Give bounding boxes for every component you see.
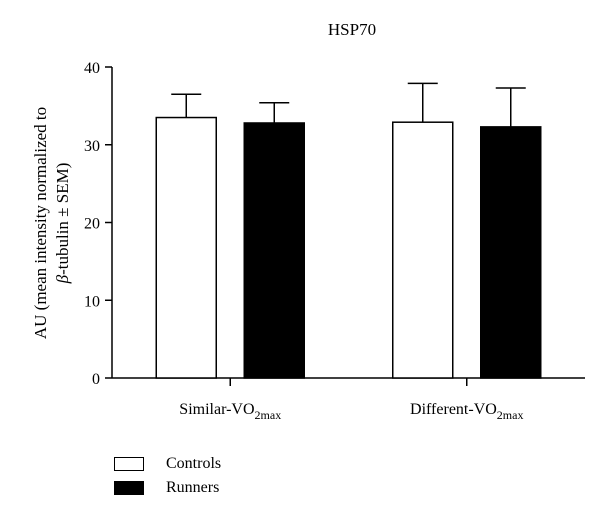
- legend-label-controls: Controls: [166, 455, 222, 472]
- legend-item-controls: Controls: [114, 452, 221, 476]
- chart-title: HSP70: [328, 20, 376, 39]
- bar-controls: [392, 121, 454, 379]
- y-axis-label: AU (mean intensity normalized to β-tubul…: [31, 107, 72, 339]
- legend-item-runners: Runners: [114, 476, 221, 500]
- x-tick-labels: Similar-VO2max Different-VO2max: [179, 401, 523, 422]
- legend-swatch-runners: [114, 481, 144, 495]
- bar-runners: [243, 122, 305, 379]
- y-tick-label: 30: [84, 138, 100, 155]
- x-tick-label: Different-VO2max: [410, 401, 523, 422]
- y-axis-label-beta: β: [53, 274, 72, 284]
- bar-runners: [480, 126, 542, 379]
- y-tick-label: 0: [92, 371, 100, 388]
- legend: Controls Runners: [114, 452, 221, 500]
- y-axis-label-line2: -tubulin ± SEM): [53, 163, 72, 275]
- bar-controls: [155, 116, 217, 379]
- y-tick-label: 10: [84, 293, 100, 310]
- legend-swatch-controls: [114, 457, 144, 471]
- y-tick-label: 40: [84, 60, 100, 77]
- y-tick-label: 20: [84, 216, 100, 233]
- bars: [155, 82, 542, 379]
- x-tick-label: Similar-VO2max: [179, 401, 281, 422]
- y-axis-label-line1: AU (mean intensity normalized to: [31, 107, 50, 339]
- svg-text:β-tubulin ± SEM): β-tubulin ± SEM): [53, 163, 72, 285]
- legend-label-runners: Runners: [166, 479, 220, 496]
- svg-text:AU (mean intensity normalized: AU (mean intensity normalized to: [31, 107, 50, 339]
